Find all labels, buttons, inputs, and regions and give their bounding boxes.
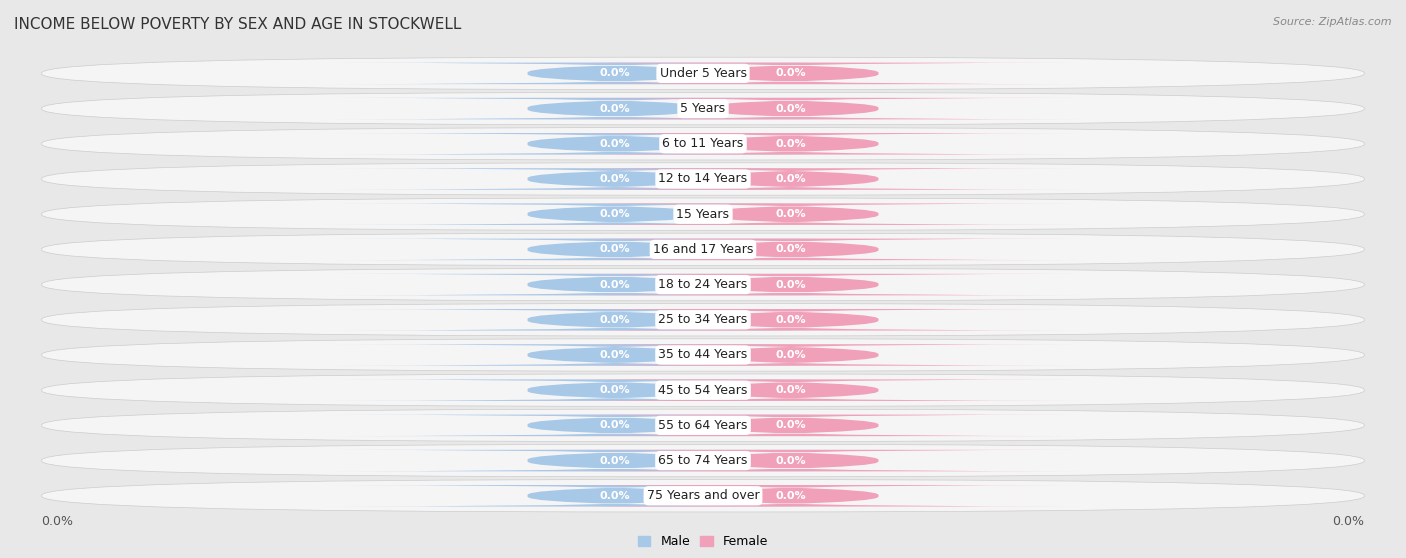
FancyBboxPatch shape bbox=[42, 444, 1364, 477]
FancyBboxPatch shape bbox=[501, 415, 1081, 436]
Text: 0.0%: 0.0% bbox=[776, 69, 806, 78]
FancyBboxPatch shape bbox=[42, 374, 1364, 406]
Text: 0.0%: 0.0% bbox=[776, 139, 806, 149]
FancyBboxPatch shape bbox=[501, 169, 1081, 190]
FancyBboxPatch shape bbox=[501, 485, 1081, 507]
Text: 0.0%: 0.0% bbox=[776, 491, 806, 501]
FancyBboxPatch shape bbox=[501, 309, 1081, 330]
Text: 0.0%: 0.0% bbox=[776, 174, 806, 184]
FancyBboxPatch shape bbox=[325, 274, 905, 295]
Text: Source: ZipAtlas.com: Source: ZipAtlas.com bbox=[1274, 17, 1392, 27]
FancyBboxPatch shape bbox=[325, 239, 905, 260]
FancyBboxPatch shape bbox=[42, 128, 1364, 160]
Text: 6 to 11 Years: 6 to 11 Years bbox=[662, 137, 744, 150]
Text: 0.0%: 0.0% bbox=[600, 139, 630, 149]
Text: 0.0%: 0.0% bbox=[776, 315, 806, 325]
FancyBboxPatch shape bbox=[501, 344, 1081, 365]
Text: 75 Years and over: 75 Years and over bbox=[647, 489, 759, 502]
Text: 0.0%: 0.0% bbox=[600, 104, 630, 114]
Legend: Male, Female: Male, Female bbox=[638, 535, 768, 549]
Text: 0.0%: 0.0% bbox=[1333, 515, 1364, 528]
FancyBboxPatch shape bbox=[501, 62, 1081, 84]
FancyBboxPatch shape bbox=[501, 98, 1081, 119]
FancyBboxPatch shape bbox=[325, 415, 905, 436]
FancyBboxPatch shape bbox=[42, 57, 1364, 90]
Text: 0.0%: 0.0% bbox=[600, 385, 630, 395]
Text: 0.0%: 0.0% bbox=[600, 420, 630, 430]
Text: 16 and 17 Years: 16 and 17 Years bbox=[652, 243, 754, 256]
Text: 0.0%: 0.0% bbox=[600, 280, 630, 290]
FancyBboxPatch shape bbox=[42, 409, 1364, 441]
Text: 0.0%: 0.0% bbox=[776, 209, 806, 219]
Text: 0.0%: 0.0% bbox=[776, 420, 806, 430]
Text: 45 to 54 Years: 45 to 54 Years bbox=[658, 384, 748, 397]
Text: 65 to 74 Years: 65 to 74 Years bbox=[658, 454, 748, 467]
Text: 18 to 24 Years: 18 to 24 Years bbox=[658, 278, 748, 291]
Text: 0.0%: 0.0% bbox=[600, 455, 630, 465]
FancyBboxPatch shape bbox=[325, 169, 905, 190]
FancyBboxPatch shape bbox=[325, 344, 905, 365]
Text: 0.0%: 0.0% bbox=[600, 350, 630, 360]
Text: 0.0%: 0.0% bbox=[600, 69, 630, 78]
FancyBboxPatch shape bbox=[42, 198, 1364, 230]
FancyBboxPatch shape bbox=[501, 274, 1081, 295]
FancyBboxPatch shape bbox=[42, 268, 1364, 301]
Text: 0.0%: 0.0% bbox=[776, 385, 806, 395]
FancyBboxPatch shape bbox=[42, 93, 1364, 125]
FancyBboxPatch shape bbox=[501, 133, 1081, 155]
Text: 0.0%: 0.0% bbox=[776, 350, 806, 360]
FancyBboxPatch shape bbox=[42, 304, 1364, 336]
Text: 0.0%: 0.0% bbox=[600, 244, 630, 254]
Text: 25 to 34 Years: 25 to 34 Years bbox=[658, 313, 748, 326]
Text: 0.0%: 0.0% bbox=[776, 455, 806, 465]
Text: 0.0%: 0.0% bbox=[600, 209, 630, 219]
FancyBboxPatch shape bbox=[325, 450, 905, 472]
FancyBboxPatch shape bbox=[501, 239, 1081, 260]
Text: 35 to 44 Years: 35 to 44 Years bbox=[658, 349, 748, 362]
Text: 0.0%: 0.0% bbox=[600, 174, 630, 184]
FancyBboxPatch shape bbox=[42, 479, 1364, 512]
FancyBboxPatch shape bbox=[325, 62, 905, 84]
FancyBboxPatch shape bbox=[325, 309, 905, 330]
FancyBboxPatch shape bbox=[325, 204, 905, 225]
Text: 12 to 14 Years: 12 to 14 Years bbox=[658, 172, 748, 185]
FancyBboxPatch shape bbox=[42, 233, 1364, 266]
Text: 0.0%: 0.0% bbox=[600, 315, 630, 325]
Text: 0.0%: 0.0% bbox=[776, 280, 806, 290]
FancyBboxPatch shape bbox=[42, 339, 1364, 371]
Text: 0.0%: 0.0% bbox=[42, 515, 73, 528]
Text: 55 to 64 Years: 55 to 64 Years bbox=[658, 419, 748, 432]
Text: 0.0%: 0.0% bbox=[776, 104, 806, 114]
Text: 5 Years: 5 Years bbox=[681, 102, 725, 115]
Text: 15 Years: 15 Years bbox=[676, 208, 730, 220]
FancyBboxPatch shape bbox=[501, 204, 1081, 225]
FancyBboxPatch shape bbox=[325, 98, 905, 119]
Text: 0.0%: 0.0% bbox=[776, 244, 806, 254]
Text: INCOME BELOW POVERTY BY SEX AND AGE IN STOCKWELL: INCOME BELOW POVERTY BY SEX AND AGE IN S… bbox=[14, 17, 461, 32]
Text: Under 5 Years: Under 5 Years bbox=[659, 67, 747, 80]
FancyBboxPatch shape bbox=[42, 163, 1364, 195]
FancyBboxPatch shape bbox=[325, 379, 905, 401]
FancyBboxPatch shape bbox=[501, 379, 1081, 401]
FancyBboxPatch shape bbox=[325, 133, 905, 155]
Text: 0.0%: 0.0% bbox=[600, 491, 630, 501]
FancyBboxPatch shape bbox=[501, 450, 1081, 472]
FancyBboxPatch shape bbox=[325, 485, 905, 507]
